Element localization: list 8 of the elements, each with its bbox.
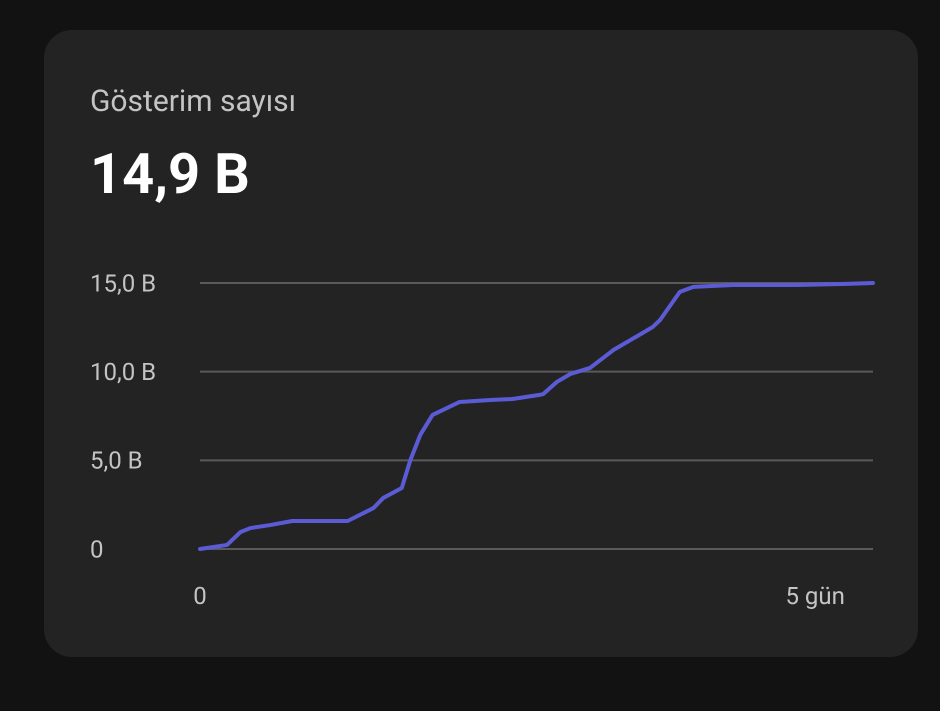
x-tick-label: 5 gün — [785, 582, 845, 610]
chart-subtitle: 14,9 B — [90, 141, 250, 207]
y-tick-label: 10,0 B — [90, 358, 156, 386]
y-tick-label: 15,0 B — [90, 269, 156, 298]
line-series — [198, 281, 875, 551]
y-tick-label: 0 — [90, 535, 104, 564]
y-tick-label: 5,0 B — [90, 446, 143, 475]
chart-title: Gösterim sayısı — [90, 84, 296, 119]
